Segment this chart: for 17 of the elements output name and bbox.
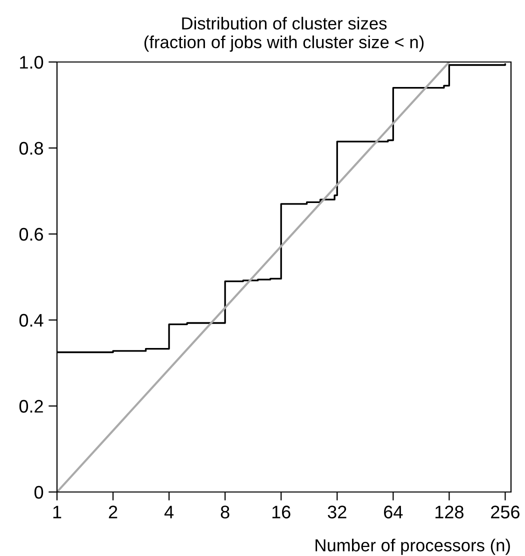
y-tick-label: 0.2 xyxy=(19,400,43,413)
y-tick-label: 0.6 xyxy=(19,228,44,241)
y-tick-label: 0.4 xyxy=(19,314,44,327)
x-tick-label: 32 xyxy=(328,506,346,518)
x-tick-label: 128 xyxy=(436,506,464,518)
y-tick-label: 0.8 xyxy=(19,142,44,155)
y-tick-label: 0 xyxy=(34,486,44,499)
x-tick-label: 1 xyxy=(53,506,62,518)
x-tick-label: 8 xyxy=(220,506,230,518)
x-tick-label: 4 xyxy=(164,506,174,518)
x-tick-label: 2 xyxy=(108,506,118,518)
y-tick-label: 1.0 xyxy=(20,56,44,69)
chart-title: Distribution of cluster sizes (fraction of jobs with cluster size < n) xyxy=(144,16,424,52)
x-tick-label: 256 xyxy=(491,506,520,518)
x-tick-label: 64 xyxy=(384,506,403,518)
x-tick-label: 16 xyxy=(272,506,290,518)
x-axis-title: Number of processors (n) xyxy=(316,538,510,555)
